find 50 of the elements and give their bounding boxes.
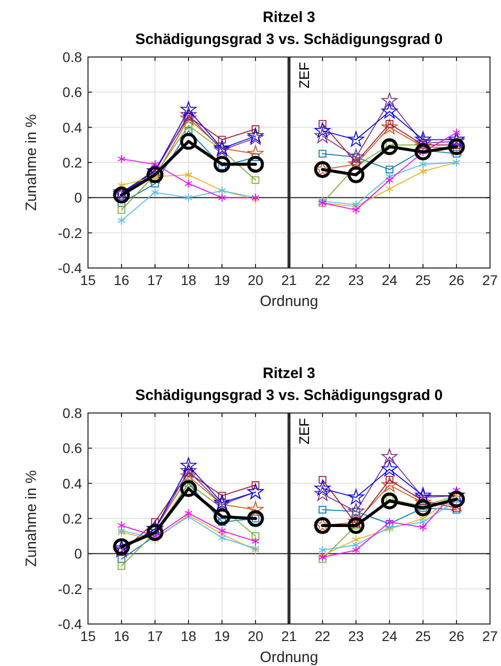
y-tick-label: 0.8 xyxy=(62,405,82,421)
ref-line-label: ZEF xyxy=(296,62,312,88)
x-tick-label: 26 xyxy=(448,628,464,644)
y-tick-label: -0.4 xyxy=(58,260,82,276)
x-tick-label: 17 xyxy=(147,272,163,288)
x-axis-title: Ordnung xyxy=(260,293,318,310)
y-tick-label: 0.2 xyxy=(62,154,82,170)
x-tick-label: 27 xyxy=(482,272,498,288)
x-tick-label: 25 xyxy=(415,628,431,644)
x-tick-label: 23 xyxy=(348,272,364,288)
x-tick-label: 21 xyxy=(281,628,297,644)
x-tick-label: 18 xyxy=(180,272,196,288)
y-tick-label: 0.2 xyxy=(62,510,82,526)
y-tick-label: -0.2 xyxy=(58,580,82,597)
chart-subtitle: Schädigungsgrad 3 vs. Schädigungsgrad 0 xyxy=(135,31,443,48)
y-tick-label: -0.4 xyxy=(58,616,82,632)
chart-title: Ritzel 3 xyxy=(262,9,316,26)
x-tick-label: 21 xyxy=(281,272,297,288)
y-tick-label: 0.6 xyxy=(62,440,82,456)
x-tick-label: 18 xyxy=(180,628,196,644)
y-tick-label: 0.6 xyxy=(62,84,82,100)
x-tick-label: 27 xyxy=(482,628,498,644)
x-tick-label: 24 xyxy=(382,272,398,288)
x-tick-label: 20 xyxy=(248,272,264,288)
y-tick-label: 0.8 xyxy=(62,49,82,65)
x-axis-title: Ordnung xyxy=(260,649,318,666)
y-tick-label: -0.2 xyxy=(58,224,82,241)
y-tick-label: 0.4 xyxy=(62,119,82,136)
y-tick-label: 0 xyxy=(74,190,82,206)
x-tick-label: 22 xyxy=(314,628,330,644)
chart-subtitle: Schädigungsgrad 3 vs. Schädigungsgrad 0 xyxy=(135,387,443,404)
x-tick-label: 16 xyxy=(114,628,130,644)
y-axis-title: Zunahme in % xyxy=(23,470,40,567)
x-tick-label: 24 xyxy=(382,628,398,644)
x-tick-label: 19 xyxy=(214,628,230,644)
chart-title: Ritzel 3 xyxy=(262,365,316,382)
x-tick-label: 15 xyxy=(80,628,96,644)
x-tick-label: 26 xyxy=(448,272,464,288)
x-tick-label: 20 xyxy=(248,628,264,644)
x-tick-label: 16 xyxy=(114,272,130,288)
x-tick-label: 15 xyxy=(80,272,96,288)
x-tick-label: 19 xyxy=(214,272,230,288)
x-tick-label: 22 xyxy=(314,272,330,288)
y-tick-label: 0 xyxy=(74,546,82,562)
ref-line-label: ZEF xyxy=(296,418,312,444)
y-axis-title: Zunahme in % xyxy=(23,114,40,211)
x-tick-label: 23 xyxy=(348,628,364,644)
x-tick-label: 17 xyxy=(147,628,163,644)
x-tick-label: 25 xyxy=(415,272,431,288)
y-tick-label: 0.4 xyxy=(62,475,82,492)
